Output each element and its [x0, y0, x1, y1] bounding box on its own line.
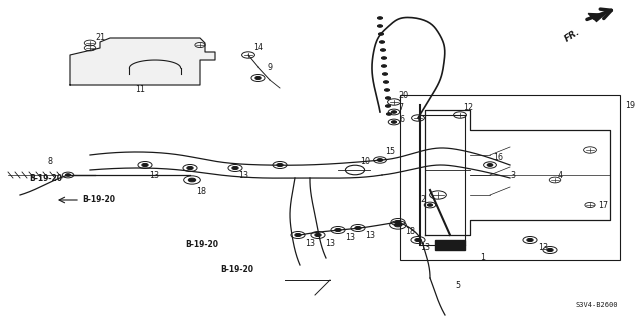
Circle shape [385, 105, 390, 107]
Text: 20: 20 [398, 92, 408, 100]
Circle shape [383, 81, 388, 83]
Circle shape [383, 73, 388, 75]
Text: 8: 8 [48, 158, 53, 167]
Polygon shape [70, 38, 215, 85]
Circle shape [381, 57, 387, 59]
Text: 3: 3 [510, 170, 515, 180]
Circle shape [255, 77, 261, 79]
Text: 12: 12 [463, 103, 473, 113]
Circle shape [315, 234, 321, 237]
Text: 5: 5 [455, 280, 460, 290]
Circle shape [335, 228, 341, 232]
FancyArrow shape [588, 13, 605, 21]
Circle shape [415, 238, 421, 241]
Circle shape [428, 204, 433, 206]
Text: 1: 1 [480, 254, 485, 263]
Circle shape [394, 223, 402, 227]
Text: B-19-20: B-19-20 [82, 196, 115, 204]
Text: FR.: FR. [563, 27, 582, 44]
Circle shape [392, 121, 397, 123]
Circle shape [380, 41, 385, 43]
Circle shape [277, 163, 283, 167]
Circle shape [385, 97, 390, 99]
Text: 13: 13 [305, 239, 315, 248]
Circle shape [188, 178, 196, 182]
Text: 16: 16 [493, 152, 503, 161]
Circle shape [187, 167, 193, 170]
Text: 13: 13 [238, 170, 248, 180]
Circle shape [378, 33, 383, 35]
Circle shape [378, 25, 383, 27]
Text: 9: 9 [268, 63, 273, 72]
Text: 21: 21 [95, 33, 105, 42]
Circle shape [380, 49, 385, 51]
Text: B-19-20: B-19-20 [220, 265, 253, 275]
Bar [435, 240, 465, 250]
Text: 13: 13 [149, 170, 159, 180]
Circle shape [381, 65, 387, 67]
Text: S3V4-B2600: S3V4-B2600 [575, 302, 618, 308]
Circle shape [295, 234, 301, 237]
Text: 14: 14 [253, 43, 263, 53]
Text: 7: 7 [398, 103, 403, 113]
Circle shape [527, 238, 533, 241]
Circle shape [142, 163, 148, 167]
Text: 4: 4 [558, 170, 563, 180]
Text: B-19-20: B-19-20 [29, 174, 62, 183]
Circle shape [65, 174, 70, 176]
Text: 19: 19 [625, 100, 635, 109]
Text: B-19-20: B-19-20 [186, 240, 219, 249]
Circle shape [387, 113, 392, 115]
Text: 13: 13 [345, 234, 355, 242]
Circle shape [377, 159, 383, 161]
Circle shape [232, 167, 238, 170]
Text: 13: 13 [538, 243, 548, 253]
Text: 10: 10 [360, 158, 370, 167]
Text: 13: 13 [325, 239, 335, 248]
Circle shape [395, 220, 401, 224]
Text: 18: 18 [196, 188, 206, 197]
Text: 18: 18 [405, 227, 415, 236]
Circle shape [378, 17, 383, 19]
Circle shape [547, 249, 553, 252]
Text: 11: 11 [135, 85, 145, 94]
Text: 6: 6 [399, 115, 404, 124]
Text: 13: 13 [420, 243, 430, 253]
Circle shape [355, 226, 361, 230]
Circle shape [487, 164, 493, 167]
Text: 17: 17 [598, 201, 608, 210]
Bar [400, 95, 620, 260]
Circle shape [385, 89, 390, 91]
Text: 13: 13 [365, 231, 375, 240]
Circle shape [392, 111, 397, 113]
Text: 15: 15 [385, 147, 395, 157]
Text: 2: 2 [420, 196, 425, 204]
